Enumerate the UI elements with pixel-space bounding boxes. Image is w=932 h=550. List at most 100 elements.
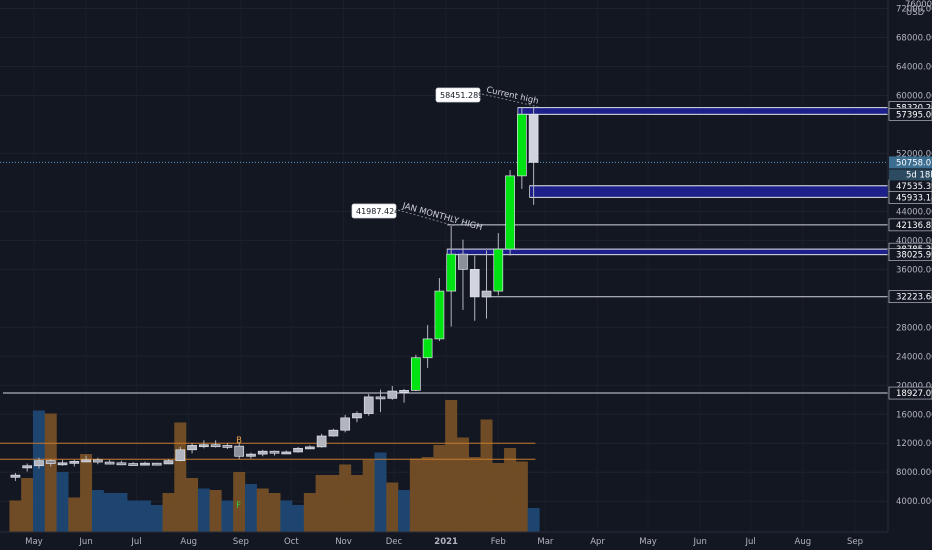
candle-body[interactable] [175,449,186,461]
price-tag-label: 18927.092 [896,389,932,399]
candle-body[interactable] [316,435,327,448]
candle-body[interactable] [493,248,504,292]
time-tick-label: Nov [335,537,352,547]
candle-body[interactable] [57,462,68,466]
price-tick-label: 16000.000 [896,410,932,420]
candle-body[interactable] [210,444,221,448]
volume-bar [9,500,22,532]
current-price-tag-box [889,156,932,169]
volume-bar [150,505,163,532]
candle-body[interactable] [505,175,515,250]
volume-bar [91,490,104,532]
current-price-tag-label: 50758.070 [896,158,932,168]
callout-leader [397,209,456,227]
price-axis[interactable]: 76000.000 USD 72000.000 68000.000 64000.00… [896,0,932,507]
candle-body[interactable] [69,461,80,464]
volume-bar [374,452,387,532]
price-tag-box [888,108,932,121]
candle-body[interactable] [140,462,150,466]
price-tick-label: 60000.000 [896,91,932,101]
candle-body[interactable] [45,460,56,464]
candle-body[interactable] [93,459,103,463]
volume-bar [398,490,411,532]
candle-body[interactable] [10,474,21,478]
candle-body[interactable] [516,113,527,177]
candle-body[interactable] [22,465,33,469]
time-tick-label: Apr [590,537,605,547]
price-tag-box [888,290,932,304]
candle-body[interactable] [34,460,44,467]
candle-body[interactable] [363,396,374,414]
time-tick-label: Dec [386,537,403,547]
volume-bar [468,457,481,532]
candle-body[interactable] [399,390,409,393]
price-tag-label: 38025.992 [896,251,932,261]
price-tick-label: 68000.000 [896,33,932,43]
price-tag: 38025.992 [888,248,932,261]
candle-body[interactable] [293,447,303,453]
candles[interactable] [10,106,539,481]
candle-body[interactable] [387,390,398,399]
candle-body[interactable] [116,462,127,466]
callout-value: 41987.424 [356,207,399,216]
candle-body[interactable] [328,429,339,437]
candle-body[interactable] [234,445,245,457]
marker-f: F [236,501,241,511]
volume-bar [68,497,81,532]
callout-box [351,203,397,219]
horizontal-levels[interactable] [0,107,888,394]
volume-bar [244,484,257,532]
candle-body[interactable] [481,290,492,298]
price-tick-label: 4000.000 [896,497,932,507]
candle-body[interactable] [458,253,468,270]
candle-body[interactable] [163,460,174,465]
price-tag: 45933.147 [888,191,932,204]
price-tag: 57395.066 [888,108,932,121]
price-tick-label: 40000.000 [896,236,932,246]
candle-body[interactable] [340,417,351,431]
price-tag-box [888,218,932,232]
candle-body[interactable] [305,446,315,450]
price-axis-panel[interactable] [888,0,932,550]
candle-body[interactable] [187,445,197,451]
price-tick-label: 12000.000 [896,439,932,449]
candle-body[interactable] [222,445,233,448]
candle-body[interactable] [410,357,421,391]
price-tags: 58320.20957395.06647535.39745933.1474213… [888,101,932,400]
candle-body[interactable] [246,453,256,457]
candle-body[interactable] [269,450,280,454]
callout-leader [481,93,538,108]
time-tick-label: Jun [78,537,92,547]
volume-bar [103,493,116,532]
price-tag-label: 42136.878 [896,221,932,231]
time-axis[interactable]: May Jun Jul Aug Sep Oct Nov Dec 2021 Feb Mar Apr May… [25,537,863,547]
candle-body[interactable] [104,461,115,465]
time-tick-label: Jul [745,537,756,547]
candle-body[interactable] [199,444,209,448]
candle-body[interactable] [375,396,386,400]
candle-body[interactable] [151,462,162,466]
volume-bar [115,493,128,532]
zone-rect [446,248,889,256]
candle-body[interactable] [528,113,539,163]
candle-body[interactable] [434,290,445,340]
price-tick-label: 44000.000 [896,207,932,217]
price-tag-box [888,386,932,400]
volume-bar [44,413,57,532]
volume-bar [350,475,363,532]
candle-body[interactable] [446,253,457,292]
candle-body[interactable] [128,463,139,466]
candle-body[interactable] [257,450,268,455]
candle-body[interactable] [281,451,292,455]
time-tick-label: Jul [130,537,141,547]
candle-body[interactable] [81,459,91,463]
candle-body[interactable] [469,268,480,298]
volume-bar [221,500,234,532]
volume-bar [162,493,175,532]
zone-rect [517,107,889,115]
candle-body[interactable] [352,413,362,419]
price-tag-label: 47535.397 [896,182,932,192]
candle-body[interactable] [422,338,433,359]
volume-bar [127,500,140,532]
